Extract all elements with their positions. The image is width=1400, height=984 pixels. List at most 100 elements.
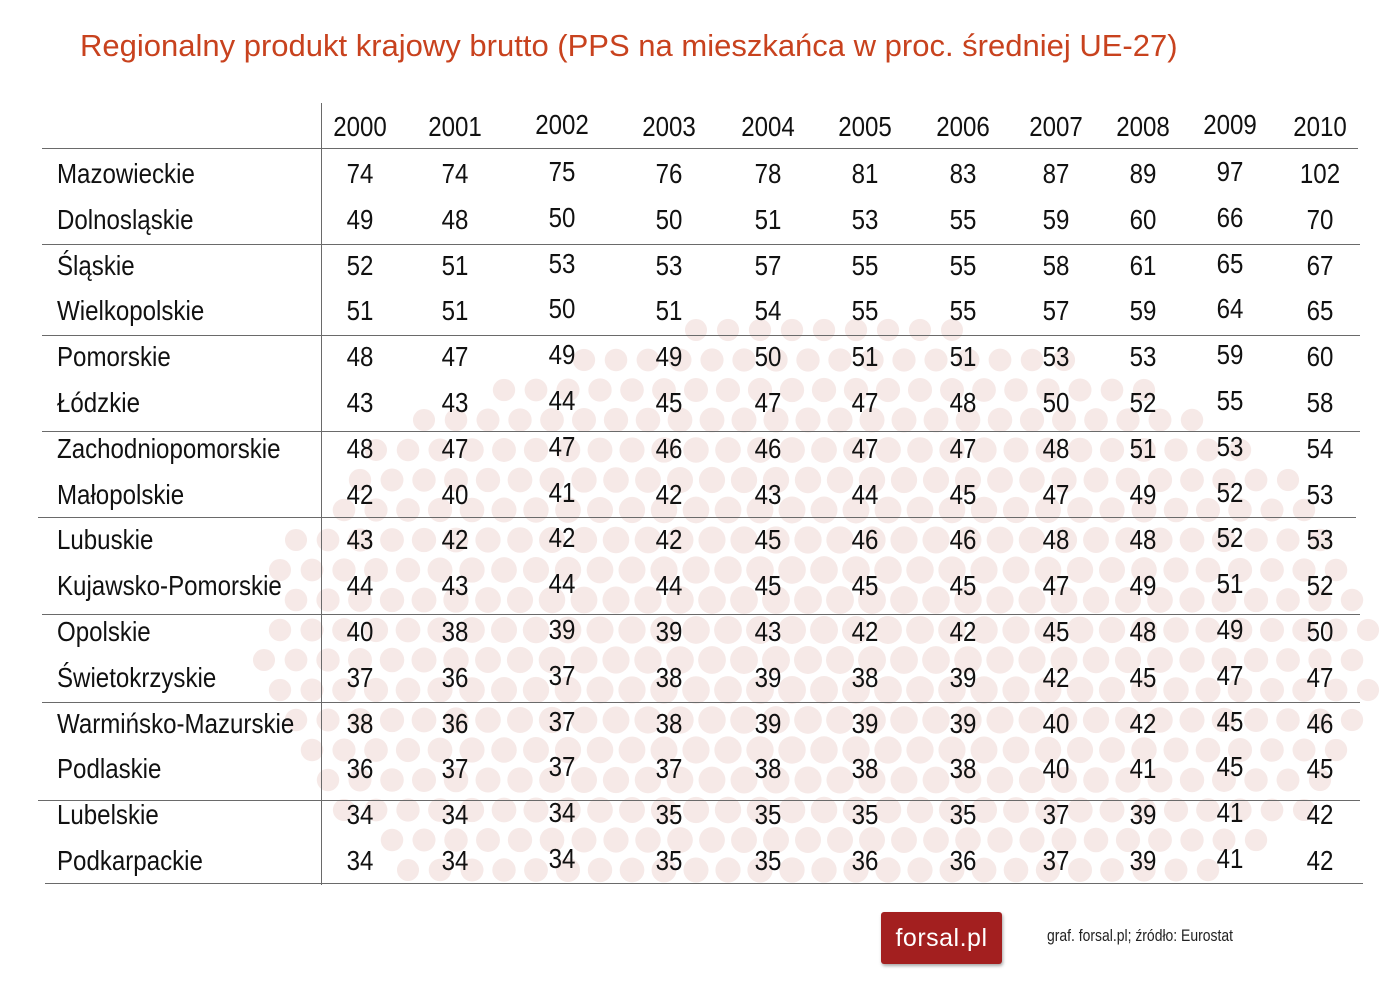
table-cell: 47 [1042,478,1070,510]
table-cell: 57 [754,249,782,281]
year-header-2002: 2002 [535,109,589,140]
table-cell: 58 [1306,387,1334,418]
table-cell: 43 [346,524,374,556]
table-cell: 54 [1306,432,1334,464]
table-cell: 41 [548,476,576,508]
table-cell: 45 [851,570,879,602]
table-cell: 37 [548,705,576,737]
table-cell: 58 [1042,249,1070,281]
table-cell: 44 [548,568,576,600]
table-cell: 38 [851,753,879,785]
row-divider [38,517,1356,518]
table-cell: 42 [655,478,683,510]
year-header-2003: 2003 [642,111,696,142]
table-cell: 46 [851,524,879,556]
table-cell: 34 [346,845,374,876]
table-cell: 36 [441,661,469,693]
table-cell: 35 [949,799,977,831]
table-cell: 45 [1216,751,1244,783]
table-cell: 50 [548,201,576,233]
table-cell: 34 [548,843,576,874]
table-cell: 38 [851,661,879,693]
table-cell: 35 [655,845,683,876]
table-cell: 55 [949,295,977,327]
table-cell: 38 [949,753,977,785]
table-cell: 34 [346,799,374,831]
row-divider [42,335,1360,336]
table-cell: 46 [655,432,683,464]
table-cell: 40 [1042,707,1070,739]
table-cell: 43 [441,570,469,602]
table-cell: 54 [754,295,782,327]
year-header-2005: 2005 [838,111,892,142]
table-cell: 34 [548,797,576,829]
table-cell: 45 [655,387,683,418]
table-cell: 48 [346,432,374,464]
table-cell: 45 [1129,661,1157,693]
table-cell: 59 [1042,203,1070,235]
row-divider [45,883,1363,884]
table-cell: 39 [754,661,782,693]
region-name: Pomorskie [57,341,171,373]
table-cell: 51 [346,295,374,327]
table-cell: 42 [1306,799,1334,831]
table-cell: 42 [1129,707,1157,739]
table-cell: 38 [655,661,683,693]
table-cell: 60 [1306,341,1334,373]
table-cell: 74 [346,158,374,189]
table-cell: 87 [1042,158,1070,189]
table-cell: 81 [851,158,879,189]
table-cell: 37 [548,751,576,783]
region-name: Podlaskie [57,753,162,785]
table-cell: 39 [1129,845,1157,876]
table-cell: 48 [1129,616,1157,647]
table-cell: 47 [441,432,469,464]
table-cell: 37 [346,661,374,693]
table-cell: 52 [1129,387,1157,418]
table-cell: 35 [754,845,782,876]
table-cell: 42 [1306,845,1334,876]
table-cell: 38 [346,707,374,739]
region-name: Mazowieckie [57,158,195,189]
table-cell: 53 [1216,430,1244,462]
table-cell: 42 [346,478,374,510]
table-cell: 47 [851,387,879,418]
table-cell: 55 [851,249,879,281]
table-cell: 38 [655,707,683,739]
table-cell: 42 [851,616,879,647]
table-cell: 51 [949,341,977,373]
table-cell: 35 [655,799,683,831]
table-cell: 45 [949,478,977,510]
table-cell: 46 [754,432,782,464]
table-cell: 36 [949,845,977,876]
table-cell: 43 [441,387,469,418]
table-cell: 37 [548,659,576,691]
table-cell: 47 [851,432,879,464]
table-cell: 38 [754,753,782,785]
year-header-2009: 2009 [1203,109,1257,140]
table-cell: 53 [1129,341,1157,373]
table-cell: 39 [851,707,879,739]
row-divider [42,702,1360,703]
region-name: Kujawsko-Pomorskie [57,570,282,602]
year-header-2008: 2008 [1116,111,1170,142]
table-cell: 102 [1299,158,1341,189]
forsal-logo: forsal.pl [881,912,1002,964]
table-cell: 34 [441,799,469,831]
row-divider [38,800,1360,801]
table-cell: 50 [548,293,576,325]
table-cell: 42 [1042,661,1070,693]
column-divider [321,103,322,885]
table-cell: 36 [346,753,374,785]
region-name: Lubuskie [57,524,154,556]
table-cell: 39 [655,616,683,647]
table-cell: 70 [1306,203,1334,235]
table-cell: 66 [1216,201,1244,233]
table-cell: 53 [1306,478,1334,510]
table-cell: 97 [1216,156,1244,187]
year-header-2001: 2001 [428,111,482,142]
table-cell: 44 [548,385,576,416]
table-cell: 39 [1129,799,1157,831]
table-cell: 49 [548,339,576,371]
year-header-2007: 2007 [1029,111,1083,142]
